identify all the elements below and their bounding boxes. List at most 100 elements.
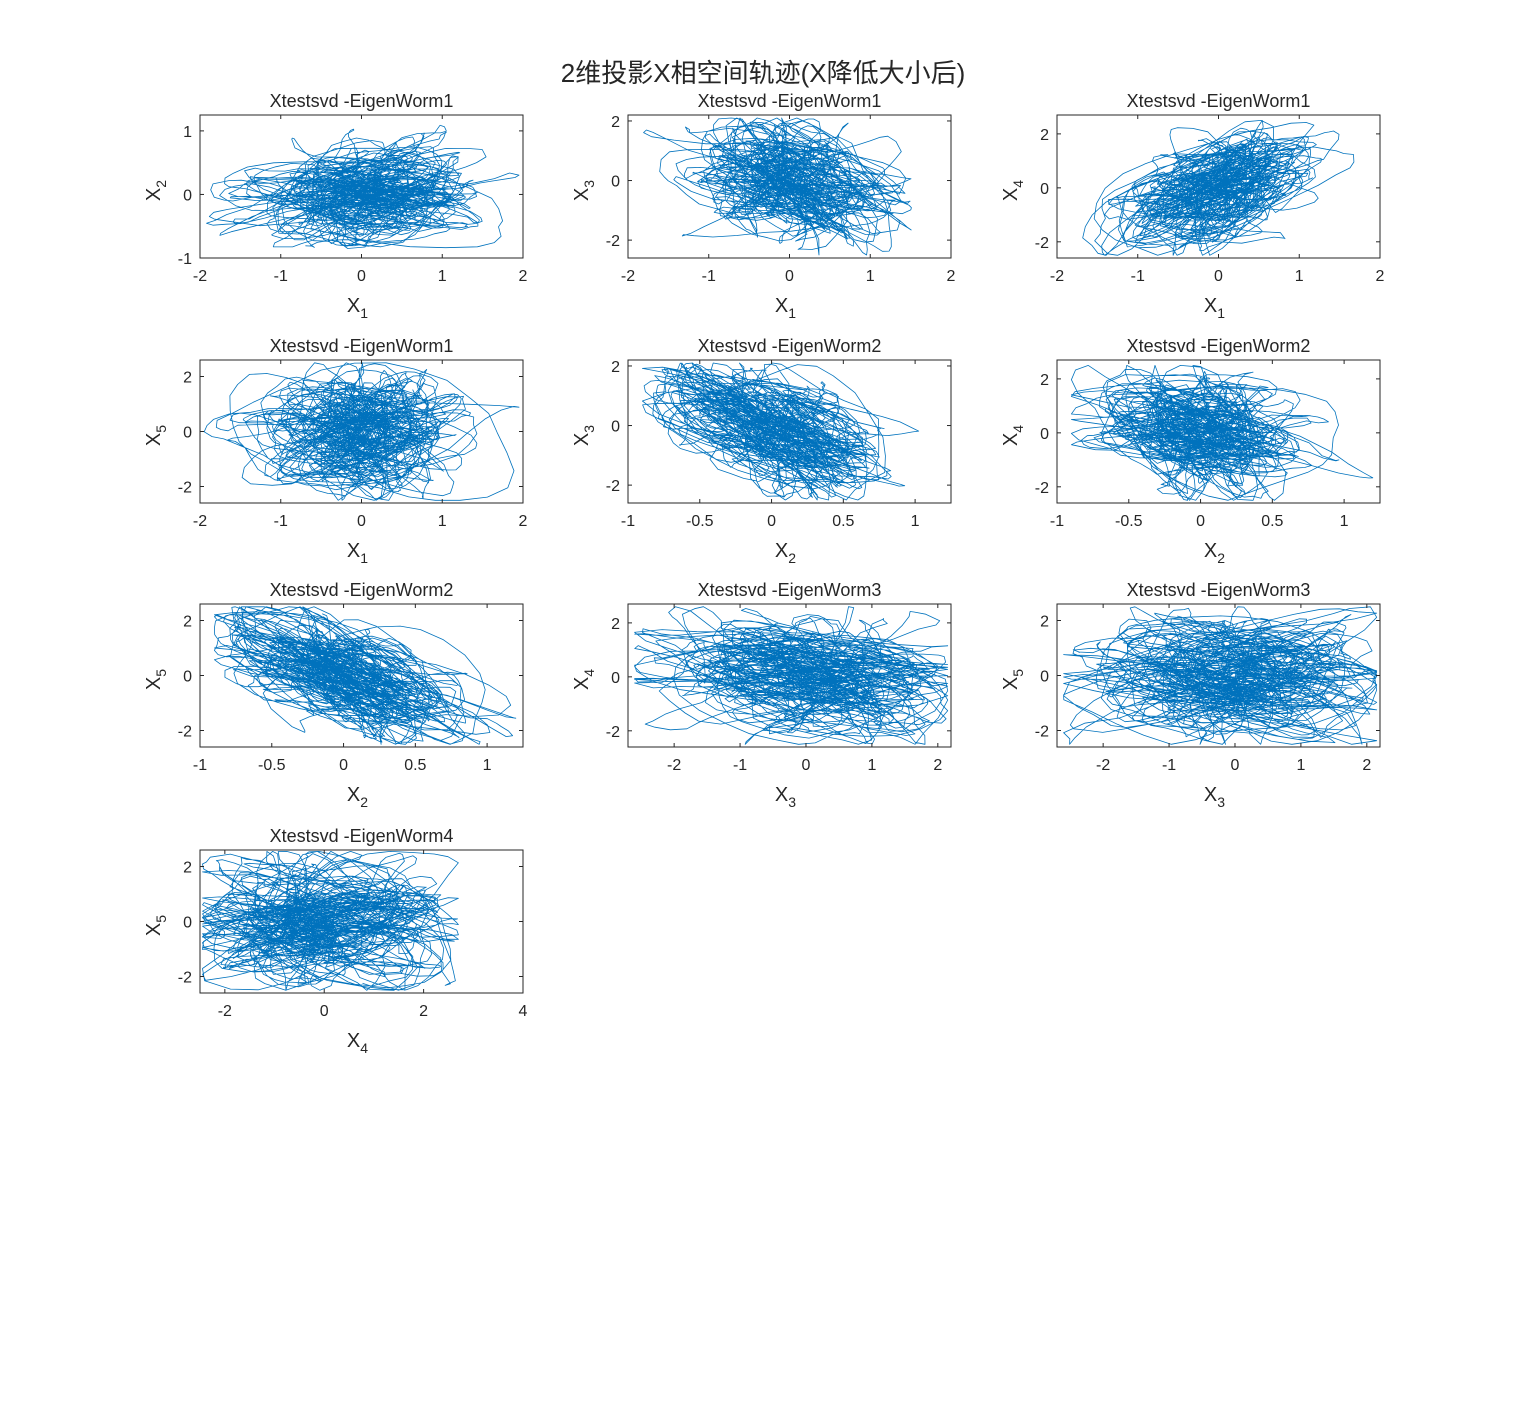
y-tick-label: -2 bbox=[606, 233, 620, 250]
x-tick-label: 1 bbox=[1295, 268, 1304, 285]
y-tick-label: 2 bbox=[183, 370, 192, 387]
x-tick-label: -1 bbox=[274, 513, 288, 530]
x-axis-label: X1 bbox=[1204, 295, 1225, 321]
y-tick-label: 0 bbox=[1040, 181, 1049, 198]
x-tick-label: 4 bbox=[519, 1003, 528, 1020]
x-tick-label: 0 bbox=[339, 757, 348, 774]
subplot-title: Xtestsvd -EigenWorm1 bbox=[270, 91, 454, 111]
axes-frame bbox=[627, 603, 952, 748]
x-tick-label: 0.5 bbox=[404, 757, 426, 774]
y-axis-label: X2 bbox=[143, 180, 169, 201]
y-tick-label: 0 bbox=[611, 174, 620, 191]
x-tick-label: 2 bbox=[519, 268, 528, 285]
subplot-title: Xtestsvd -EigenWorm1 bbox=[1127, 91, 1311, 111]
y-axis-label: X4 bbox=[1000, 180, 1026, 201]
x-tick-label: 0 bbox=[1214, 268, 1223, 285]
x-axis-label: X1 bbox=[775, 295, 796, 321]
x-tick-label: -2 bbox=[1096, 757, 1110, 774]
y-tick-label: 0 bbox=[183, 915, 192, 932]
x-tick-label: 0 bbox=[1196, 513, 1205, 530]
trajectory-line bbox=[203, 362, 520, 501]
trajectory-line bbox=[643, 117, 912, 256]
y-tick-label: 2 bbox=[183, 860, 192, 877]
y-tick-label: 1 bbox=[183, 124, 192, 141]
y-axis-label: X3 bbox=[571, 180, 597, 201]
subplot-title: Xtestsvd -EigenWorm1 bbox=[270, 336, 454, 356]
x-tick-label: -0.5 bbox=[258, 757, 286, 774]
trajectory-line bbox=[206, 124, 520, 249]
x-axis-label: X2 bbox=[775, 540, 796, 566]
y-tick-label: 0 bbox=[183, 669, 192, 686]
x-tick-label: 2 bbox=[933, 757, 942, 774]
x-tick-label: 1 bbox=[867, 757, 876, 774]
subplot-title: Xtestsvd -EigenWorm2 bbox=[698, 336, 882, 356]
y-tick-label: 0 bbox=[1040, 426, 1049, 443]
y-axis-label: X5 bbox=[143, 915, 169, 936]
subplot-title: Xtestsvd -EigenWorm1 bbox=[698, 91, 882, 111]
figure-suptitle: 2维投影X相空间轨迹(X降低大小后) bbox=[561, 58, 965, 88]
x-tick-label: 1 bbox=[438, 513, 447, 530]
x-tick-label: 0 bbox=[1231, 757, 1240, 774]
x-tick-label: 2 bbox=[1376, 268, 1385, 285]
y-tick-label: -2 bbox=[1035, 480, 1049, 497]
y-tick-label: 0 bbox=[611, 419, 620, 436]
subplot-10: -2 0 2 4 -2 0 2 Xtestsvd -EigenWorm4 X4 X5 bbox=[143, 826, 528, 1056]
subplot-2: -2 -1 0 1 2 -2 0 2 Xtestsvd -EigenWorm1 X1 X3 bbox=[571, 91, 956, 321]
axes-frame bbox=[627, 359, 952, 504]
y-axis-label: X4 bbox=[1000, 425, 1026, 446]
subplot-title: Xtestsvd -EigenWorm2 bbox=[270, 580, 454, 600]
y-tick-label: 0 bbox=[183, 187, 192, 204]
trajectory-line bbox=[202, 851, 459, 991]
x-axis-label: X3 bbox=[775, 784, 796, 810]
y-tick-label: 2 bbox=[1040, 127, 1049, 144]
y-tick-label: 0 bbox=[183, 425, 192, 442]
y-tick-label: 0 bbox=[1040, 669, 1049, 686]
x-tick-label: -2 bbox=[667, 757, 681, 774]
trajectory-line bbox=[1082, 120, 1355, 256]
x-tick-label: 0.5 bbox=[832, 513, 854, 530]
y-tick-label: -2 bbox=[178, 480, 192, 497]
x-tick-label: 0 bbox=[767, 513, 776, 530]
y-tick-label: -1 bbox=[178, 251, 192, 268]
y-axis-label: X5 bbox=[143, 669, 169, 690]
x-axis-label: X2 bbox=[347, 784, 368, 810]
x-tick-label: 0 bbox=[357, 268, 366, 285]
y-tick-label: 2 bbox=[611, 359, 620, 376]
x-tick-label: -2 bbox=[218, 1003, 232, 1020]
x-tick-label: 2 bbox=[519, 513, 528, 530]
x-tick-label: 1 bbox=[866, 268, 875, 285]
subplot-9: -2 -1 0 1 2 -2 0 2 Xtestsvd -EigenWorm3 X3 X5 bbox=[1000, 580, 1381, 810]
y-axis-label: X5 bbox=[1000, 669, 1026, 690]
x-tick-label: 1 bbox=[438, 268, 447, 285]
x-tick-label: -1 bbox=[621, 513, 635, 530]
y-tick-label: -2 bbox=[606, 724, 620, 741]
x-tick-label: -2 bbox=[621, 268, 635, 285]
x-axis-label: X1 bbox=[347, 540, 368, 566]
x-tick-label: -2 bbox=[1050, 268, 1064, 285]
x-tick-label: -1 bbox=[1050, 513, 1064, 530]
x-tick-label: -1 bbox=[1131, 268, 1145, 285]
y-axis-label: X4 bbox=[571, 669, 597, 690]
subplot-6: -1 -0.5 0 0.5 1 -2 0 2 Xtestsvd -EigenWorm2 X2 X4 bbox=[1000, 336, 1381, 566]
trajectory-line bbox=[213, 606, 517, 745]
trajectory-line bbox=[1063, 606, 1378, 745]
y-tick-label: 2 bbox=[1040, 372, 1049, 389]
x-tick-label: -1 bbox=[193, 757, 207, 774]
y-tick-label: 2 bbox=[1040, 614, 1049, 631]
y-tick-label: -2 bbox=[178, 970, 192, 987]
x-tick-label: -2 bbox=[193, 513, 207, 530]
y-tick-label: -2 bbox=[1035, 724, 1049, 741]
x-tick-label: 2 bbox=[419, 1003, 428, 1020]
x-tick-label: 0.5 bbox=[1261, 513, 1283, 530]
axes-frame bbox=[1056, 359, 1381, 504]
x-tick-label: -1 bbox=[274, 268, 288, 285]
subplot-title: Xtestsvd -EigenWorm2 bbox=[1127, 336, 1311, 356]
y-tick-label: 0 bbox=[611, 670, 620, 687]
subplot-8: -2 -1 0 1 2 -2 0 2 Xtestsvd -EigenWorm3 X3 X4 bbox=[571, 580, 952, 810]
x-tick-label: 1 bbox=[483, 757, 492, 774]
trajectory-line bbox=[634, 606, 949, 745]
subplot-title: Xtestsvd -EigenWorm4 bbox=[270, 826, 454, 846]
x-axis-label: X3 bbox=[1204, 784, 1225, 810]
